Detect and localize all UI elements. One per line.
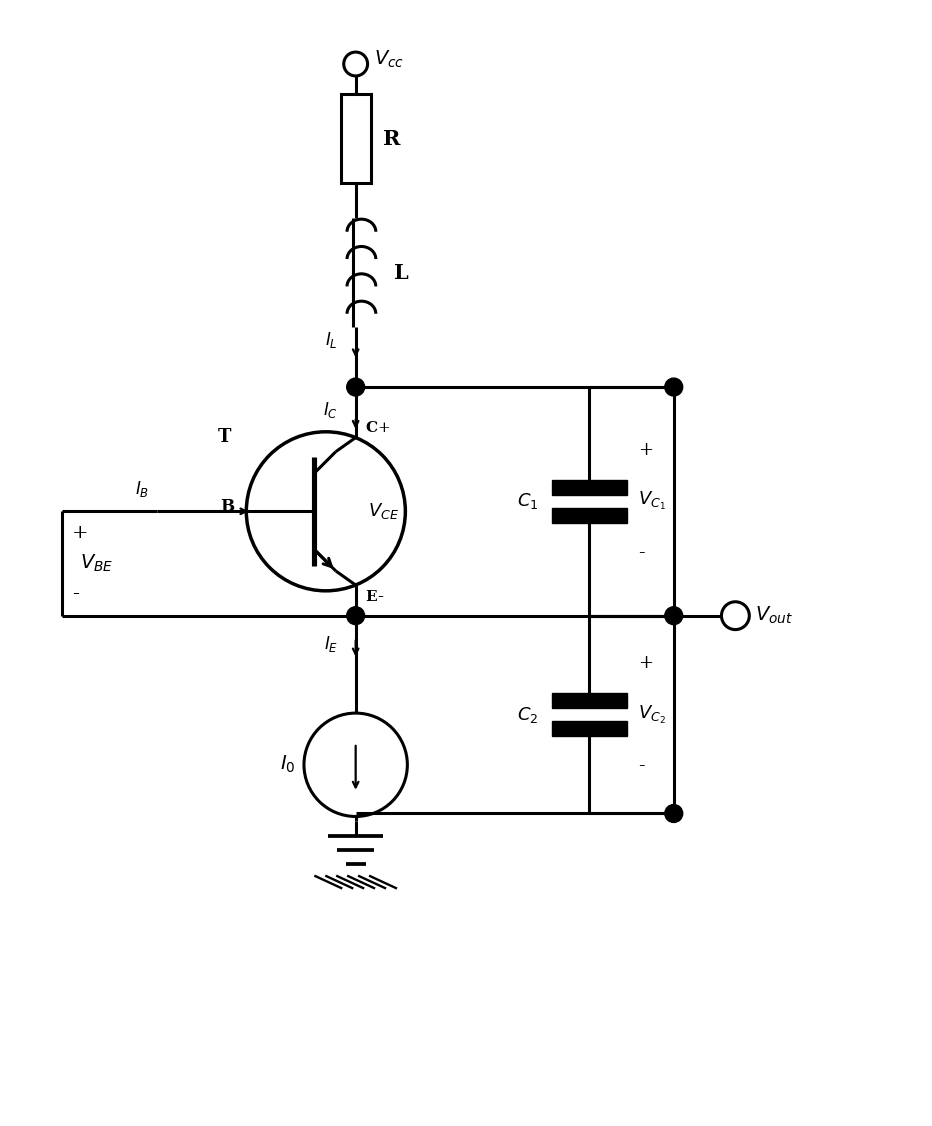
Text: $V_{cc}$: $V_{cc}$ <box>374 48 404 70</box>
Circle shape <box>665 607 683 625</box>
Text: T: T <box>218 428 231 446</box>
Text: $V_{out}$: $V_{out}$ <box>755 605 793 626</box>
Circle shape <box>347 378 364 396</box>
Bar <box>552 480 626 495</box>
Text: $I_0$: $I_0$ <box>281 754 295 776</box>
Text: -: - <box>638 758 645 776</box>
Circle shape <box>665 378 683 396</box>
Bar <box>341 93 371 184</box>
Text: $C_1$: $C_1$ <box>516 491 538 511</box>
Text: $C_2$: $C_2$ <box>516 705 538 725</box>
Text: +: + <box>638 440 653 458</box>
Bar <box>552 508 626 522</box>
Text: C: C <box>365 421 377 435</box>
Bar <box>552 721 626 736</box>
Text: $V_{BE}$: $V_{BE}$ <box>80 553 114 574</box>
Text: +: + <box>73 525 89 543</box>
Text: R: R <box>382 128 400 149</box>
Text: -: - <box>377 588 384 606</box>
Text: $I_C$: $I_C$ <box>322 400 337 420</box>
Text: L: L <box>394 262 409 283</box>
Circle shape <box>665 805 683 822</box>
Text: $V_{C_1}$: $V_{C_1}$ <box>638 490 666 512</box>
Text: $I_L$: $I_L$ <box>325 330 337 350</box>
Text: $V_{C_2}$: $V_{C_2}$ <box>638 704 666 725</box>
Text: -: - <box>638 544 645 562</box>
Text: +: + <box>638 654 653 672</box>
Text: $V_{CE}$: $V_{CE}$ <box>367 501 399 521</box>
Text: $I_E$: $I_E$ <box>323 634 337 653</box>
Circle shape <box>347 607 364 625</box>
Text: E: E <box>365 590 377 604</box>
Text: $I_B$: $I_B$ <box>135 480 149 500</box>
Text: +: + <box>377 421 391 435</box>
Text: B: B <box>220 498 234 515</box>
Text: -: - <box>73 584 79 604</box>
Bar <box>552 694 626 708</box>
